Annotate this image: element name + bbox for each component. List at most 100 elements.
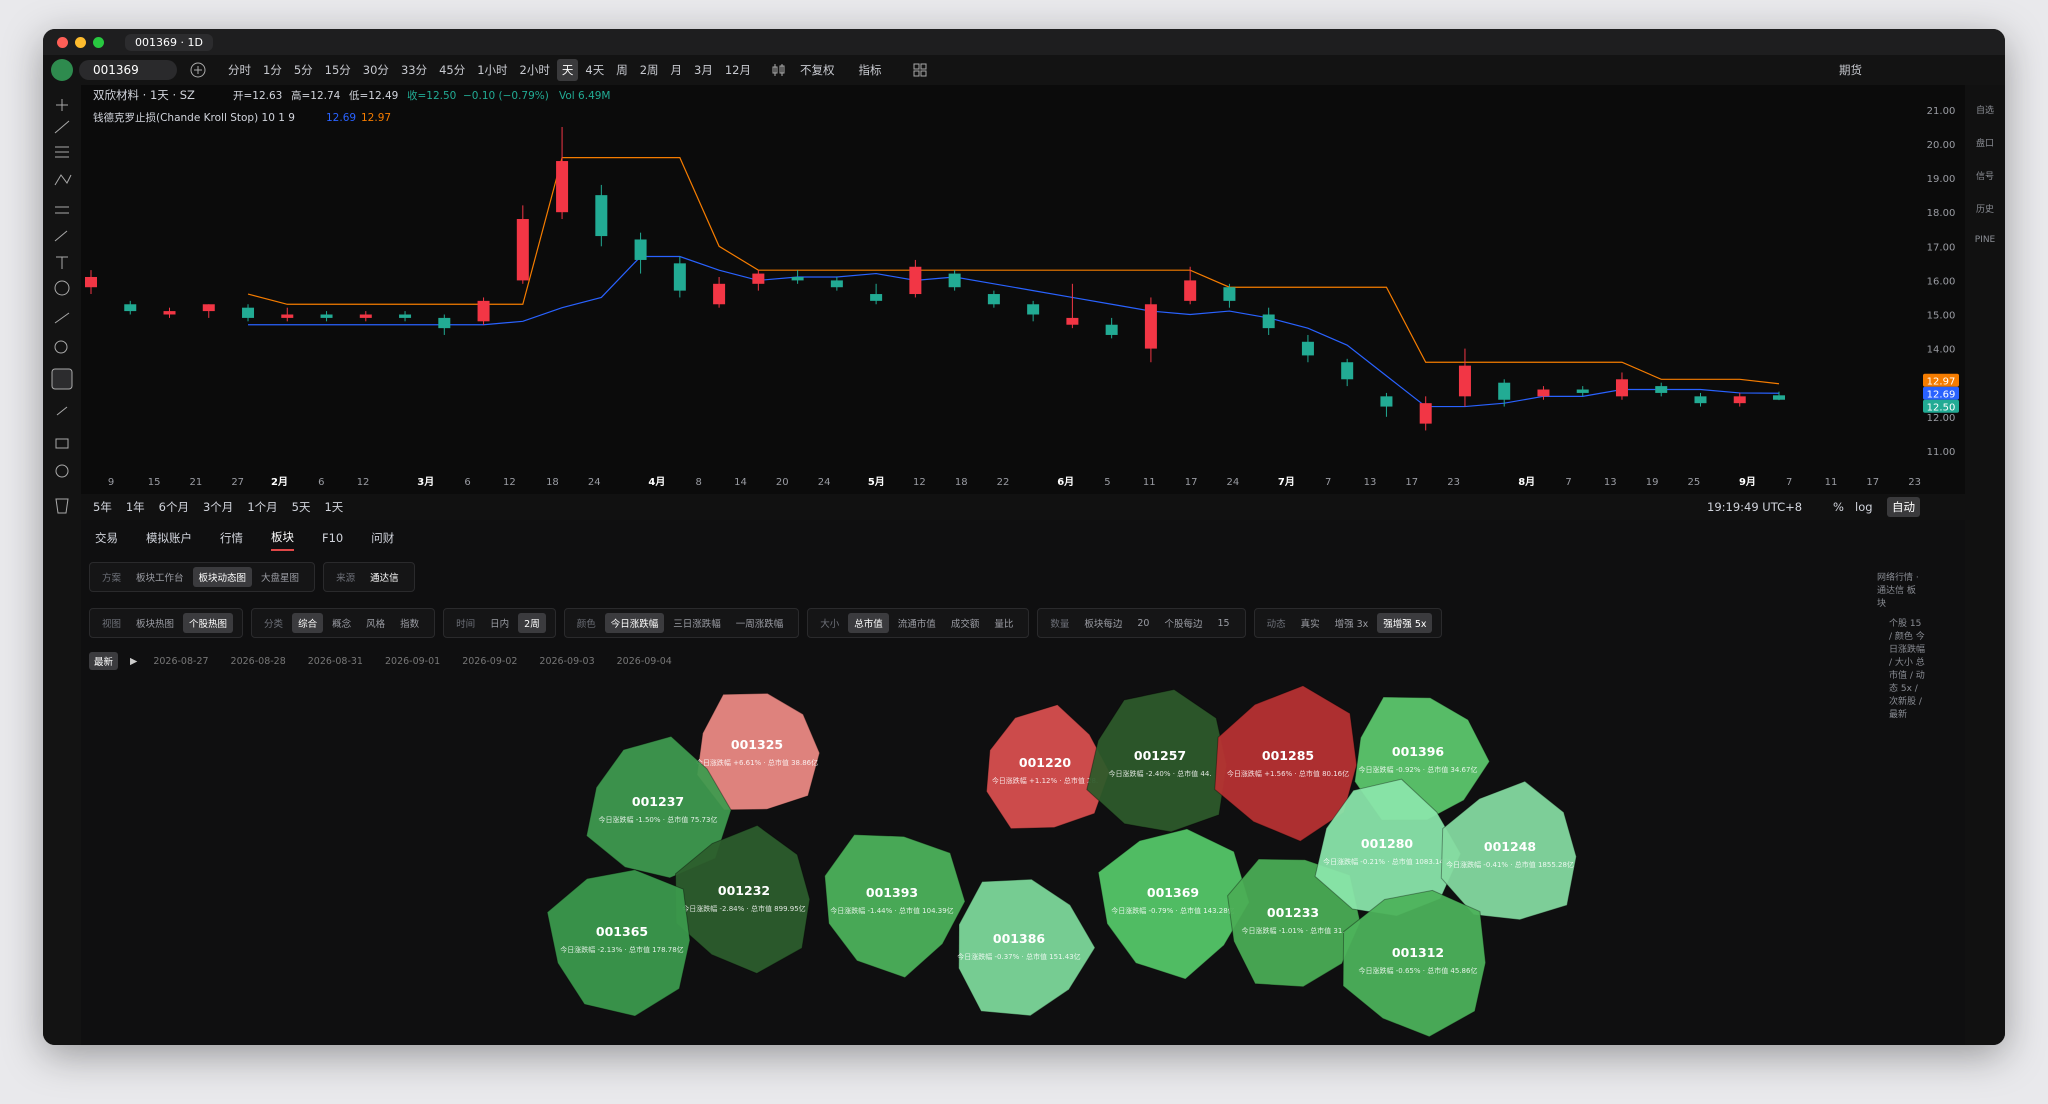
interval-button[interactable]: 33分 (400, 63, 428, 77)
interval-button[interactable]: 4天 (585, 63, 605, 77)
scheme-option[interactable]: 大盘星图 (261, 573, 300, 584)
interval-button[interactable]: 30分 (362, 63, 389, 77)
interval-button[interactable]: 2小时 (519, 63, 550, 77)
heat-tile[interactable]: 001280 今日涨跌幅 -0.21% · 总市值 1083.14亿 (1314, 778, 1462, 917)
auto-toggle[interactable]: 自动 (1887, 497, 1920, 517)
filter-option[interactable]: 流通市值 (897, 619, 936, 630)
panel-tab[interactable]: 板块 (271, 525, 294, 551)
heat-tile[interactable]: 001386 今日涨跌幅 -0.37% · 总市值 151.43亿 (957, 878, 1096, 1017)
side-tab[interactable]: PINE (1974, 235, 1996, 245)
filter-option[interactable]: 增强 3x (1334, 619, 1369, 630)
close-button[interactable] (57, 36, 68, 48)
panel-tab[interactable]: 行情 (220, 531, 243, 545)
source-select[interactable]: 通达信 (370, 573, 399, 584)
heat-tile[interactable]: 001220 今日涨跌幅 +1.12% · 总市值 28. (985, 704, 1110, 830)
interval-button[interactable]: 12月 (724, 63, 751, 77)
filter-option[interactable]: 板块热图 (136, 619, 175, 630)
filter-option[interactable]: 一周涨跌幅 (735, 619, 784, 630)
timeline-date[interactable]: 2026-09-02 (462, 655, 518, 667)
filter-option[interactable]: 今日涨跌幅 (604, 613, 665, 633)
futures-button[interactable]: 期货 (1839, 63, 1862, 77)
scheme-option[interactable]: 板块动态图 (192, 567, 253, 587)
range-button[interactable]: 5天 (291, 500, 311, 514)
x-tick-label: 6 (318, 477, 324, 488)
heat-tile[interactable]: 001325 今日涨跌幅 +6.61% · 总市值 38.86亿 (696, 692, 821, 811)
timeline-date[interactable]: 2026-08-27 (153, 655, 209, 667)
latest-button[interactable]: 最新 (89, 652, 119, 670)
interval-button[interactable]: 45分 (439, 63, 466, 77)
symbol-input[interactable]: 001369 (79, 60, 177, 80)
panel-tab[interactable]: 问财 (371, 531, 395, 545)
timeline-date[interactable]: 2026-09-04 (616, 655, 672, 667)
side-tab[interactable]: 历史 (1975, 205, 1994, 215)
filter-option[interactable]: 三日涨跌幅 (673, 619, 721, 630)
timeline-date[interactable]: 2026-09-01 (384, 655, 441, 667)
timeline-date[interactable]: 2026-08-28 (230, 655, 286, 667)
adjust-button[interactable]: 不复权 (800, 63, 835, 77)
interval-button[interactable]: 月 (670, 63, 683, 77)
filter-option[interactable]: 量比 (994, 619, 1014, 630)
browser-tab[interactable]: 001369 · 1D (125, 33, 213, 51)
filter-option[interactable]: 20 (1137, 617, 1150, 629)
panel-tab[interactable]: F10 (322, 531, 344, 545)
interval-button[interactable]: 5分 (293, 63, 313, 77)
range-button[interactable]: 1个月 (247, 500, 278, 514)
add-icon[interactable] (189, 61, 207, 79)
range-button[interactable]: 1天 (324, 500, 344, 514)
filter-option[interactable]: 概念 (332, 619, 352, 630)
timeline-date[interactable]: 2026-08-31 (307, 655, 363, 667)
interval-button[interactable]: 天 (556, 59, 579, 81)
range-button[interactable]: 3个月 (202, 500, 234, 514)
filter-option[interactable]: 强增强 5x (1377, 613, 1433, 633)
timeline-date[interactable]: 2026-09-03 (539, 655, 595, 667)
minimize-button[interactable] (75, 36, 86, 48)
interval-button[interactable]: 3月 (694, 63, 713, 77)
zoom-button[interactable] (93, 36, 104, 48)
heat-tile[interactable]: 001237 今日涨跌幅 -1.50% · 总市值 75.73亿 (585, 735, 732, 879)
filter-option[interactable]: 成交额 (950, 619, 980, 630)
heat-tile[interactable]: 001257 今日涨跌幅 -2.40% · 总市值 44. (1086, 688, 1228, 833)
side-tab[interactable]: 自选 (1975, 106, 1994, 116)
filter-option[interactable]: 15 (1217, 617, 1230, 629)
play-button[interactable]: ▶ (130, 655, 138, 667)
chart-type-icon[interactable] (770, 61, 788, 79)
interval-button[interactable]: 15分 (324, 63, 351, 77)
indicator-button[interactable]: 指标 (858, 63, 882, 77)
filter-option[interactable]: 个股每边 (1164, 619, 1203, 630)
heat-tile[interactable]: 001233 今日涨跌幅 -1.01% · 总市值 31. (1227, 858, 1361, 988)
side-tab[interactable]: 信号 (1975, 172, 1994, 182)
heat-tile[interactable]: 001248 今日涨跌幅 -0.41% · 总市值 1855.28亿 (1440, 780, 1577, 921)
heat-tile[interactable]: 001232 今日涨跌幅 -2.84% · 总市值 899.95亿 (674, 824, 811, 974)
group-label: 时间 (456, 619, 476, 630)
interval-button[interactable]: 1小时 (477, 63, 508, 77)
scheme-option[interactable]: 板块工作台 (136, 573, 184, 584)
range-button[interactable]: 5年 (93, 500, 112, 514)
range-button[interactable]: 6个月 (158, 500, 189, 514)
filter-option[interactable]: 个股热图 (183, 613, 234, 633)
side-tab[interactable]: 盘口 (1975, 139, 1994, 149)
interval-button[interactable]: 周 (616, 63, 628, 77)
percent-toggle[interactable]: % (1833, 500, 1844, 514)
heat-tile[interactable]: 001365 今日涨跌幅 -2.13% · 总市值 178.78亿 (546, 869, 691, 1017)
heat-tile[interactable]: 001312 今日涨跌幅 -0.65% · 总市值 45.86亿 (1342, 889, 1487, 1038)
filter-option[interactable]: 日内 (490, 619, 510, 630)
filter-option[interactable]: 真实 (1300, 619, 1320, 630)
filter-option[interactable]: 风格 (366, 619, 386, 630)
filter-option[interactable]: 总市值 (848, 613, 889, 633)
filter-option[interactable]: 2周 (518, 613, 546, 633)
heat-tile[interactable]: 001285 今日涨跌幅 +1.56% · 总市值 80.16亿 (1214, 685, 1358, 842)
panel-tab[interactable]: 交易 (95, 531, 118, 545)
avatar[interactable] (51, 59, 73, 81)
panel-tab[interactable]: 模拟账户 (146, 531, 192, 545)
heat-tile[interactable]: 001369 今日涨跌幅 -0.79% · 总市值 143.28亿 (1097, 828, 1250, 980)
filter-option[interactable]: 板块每边 (1084, 619, 1123, 630)
filter-option[interactable]: 综合 (292, 613, 324, 633)
layout-icon[interactable] (912, 62, 928, 78)
interval-button[interactable]: 2周 (639, 63, 659, 77)
heat-tile[interactable]: 001393 今日涨跌幅 -1.44% · 总市值 104.39亿 (824, 834, 966, 979)
range-button[interactable]: 1年 (125, 500, 145, 514)
interval-button[interactable]: 分时 (228, 63, 251, 77)
interval-button[interactable]: 1分 (263, 63, 282, 77)
filter-option[interactable]: 指数 (400, 619, 420, 630)
log-toggle[interactable]: log (1855, 500, 1873, 514)
